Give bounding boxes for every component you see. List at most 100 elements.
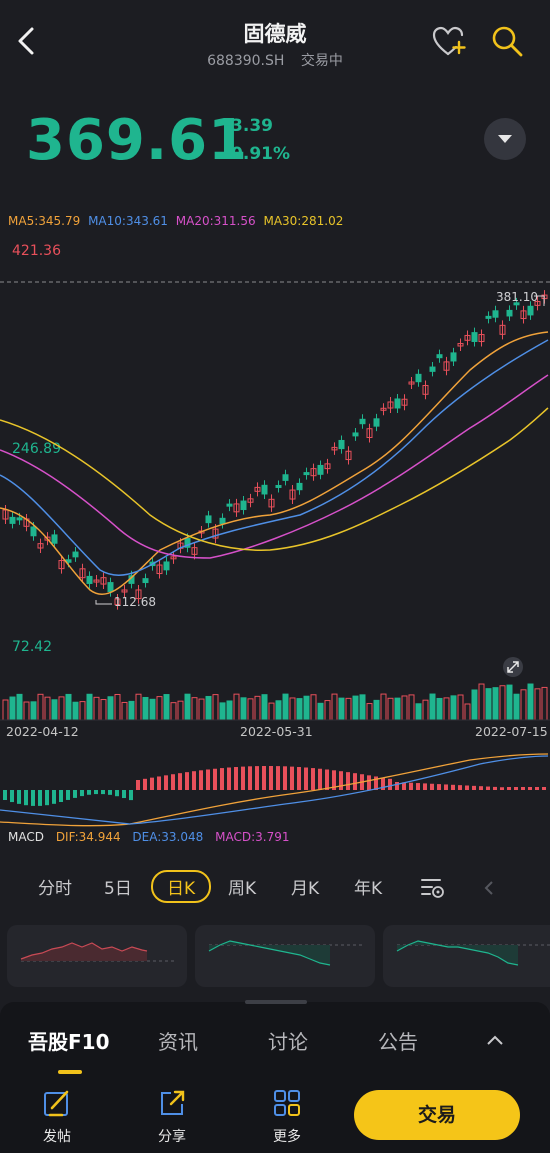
volume-bar	[170, 702, 177, 721]
macd-bar	[304, 767, 308, 790]
macd-bar	[171, 774, 175, 790]
volume-bar	[261, 694, 268, 721]
index-card-2[interactable]	[195, 925, 375, 987]
macd-bar	[444, 784, 448, 790]
expand-quote-button[interactable]	[484, 118, 526, 160]
candle	[408, 381, 415, 385]
tab-news[interactable]: 资讯	[158, 1030, 198, 1054]
ma5-line	[0, 331, 549, 596]
more-button[interactable]: 更多	[257, 1088, 317, 1146]
tab-intraday[interactable]: 分时	[38, 879, 72, 899]
volume-bar	[114, 693, 121, 721]
share-button[interactable]: 分享	[142, 1088, 202, 1146]
index-card-3[interactable]	[383, 925, 550, 987]
scroll-arrow-icon[interactable]	[482, 878, 506, 898]
ma30-value: MA30:281.02	[263, 214, 344, 228]
tab-weekly-k[interactable]: 周K	[228, 879, 257, 899]
more-label: 更多	[273, 1129, 301, 1145]
tab-discussion[interactable]: 讨论	[268, 1030, 308, 1054]
macd-bar	[10, 790, 14, 803]
macd-bar	[430, 783, 434, 790]
volume-bar	[338, 697, 345, 721]
candle	[499, 324, 506, 335]
macd-bar	[437, 784, 441, 790]
macd-bar	[332, 770, 336, 790]
macd-bar	[535, 787, 539, 790]
tab-5day[interactable]: 5日	[104, 879, 132, 899]
volume-bar	[373, 699, 380, 721]
macd-bar	[353, 773, 357, 790]
volume-bar	[177, 700, 184, 721]
macd-bar	[521, 787, 525, 790]
post-button[interactable]: 发帖	[27, 1088, 87, 1146]
macd-bar	[115, 790, 119, 797]
candle	[415, 373, 422, 383]
candle	[268, 498, 275, 508]
candle	[233, 503, 240, 513]
candle	[310, 468, 317, 477]
volume-bar	[296, 698, 303, 721]
volume-bar	[37, 693, 44, 721]
volume-bar	[289, 697, 296, 721]
candlesticks	[2, 290, 548, 610]
volume-bar	[128, 700, 135, 721]
ma10-value: MA10:343.61	[88, 214, 168, 228]
volume-bar	[527, 683, 534, 721]
macd-bar	[164, 775, 168, 790]
trade-button[interactable]: 交易	[354, 1090, 520, 1140]
macd-bar	[199, 770, 203, 790]
candle	[142, 578, 149, 584]
candle	[373, 418, 380, 427]
volume-bar	[387, 697, 394, 721]
date-label-start: 2022-04-12	[6, 724, 79, 739]
dea-value: DEA:33.048	[132, 830, 204, 844]
volume-bar	[275, 700, 282, 721]
candle	[492, 310, 499, 318]
macd-bar	[514, 787, 518, 790]
tab-yearly-k[interactable]: 年K	[354, 879, 383, 899]
volume-bar	[58, 696, 65, 721]
tab-f10[interactable]: 吾股F10	[28, 1030, 110, 1054]
current-price: 369.61	[26, 108, 249, 173]
candle	[86, 575, 93, 584]
volume-bar	[380, 693, 387, 721]
macd-bar	[241, 766, 245, 790]
period-tabs: 分时 5日 日K 周K 月K 年K	[0, 868, 550, 908]
index-card-1[interactable]	[7, 925, 187, 987]
price-axis-mid: 246.89	[12, 441, 61, 457]
macd-bar	[192, 771, 196, 790]
macd-bar	[38, 790, 42, 806]
edit-post-icon	[44, 1090, 69, 1117]
candle	[513, 302, 520, 306]
macd-bar	[402, 782, 406, 790]
search-icon[interactable]	[490, 24, 524, 58]
macd-chart	[0, 753, 549, 827]
macd-bar	[465, 785, 469, 790]
volume-bar	[317, 702, 324, 721]
candle	[429, 366, 436, 372]
price-change: -3.39	[224, 116, 273, 136]
fullscreen-icon[interactable]	[502, 656, 524, 678]
tab-daily-k[interactable]: 日K	[151, 870, 212, 903]
high-price-mark: 381.10	[496, 290, 538, 304]
candle	[121, 589, 128, 593]
dea-line	[0, 755, 549, 825]
macd-bar	[157, 776, 161, 790]
favorite-add-icon[interactable]	[432, 26, 468, 58]
back-arrow-icon[interactable]	[14, 26, 38, 56]
volume-bar	[107, 696, 114, 721]
chart-settings-icon[interactable]	[420, 876, 446, 900]
macd-bar	[297, 767, 301, 790]
sheet-drag-handle[interactable]	[245, 1000, 307, 1004]
post-label: 发帖	[43, 1129, 71, 1145]
tab-monthly-k[interactable]: 月K	[291, 879, 320, 899]
macd-bar	[472, 785, 476, 790]
volume-bar	[478, 683, 485, 721]
tab-announcement[interactable]: 公告	[378, 1030, 418, 1054]
candle	[478, 334, 485, 343]
kline-chart[interactable]: 381.10 112.68	[0, 260, 550, 730]
candle	[156, 564, 163, 575]
candle	[485, 315, 492, 319]
collapse-chevron-up-icon[interactable]	[484, 1030, 506, 1050]
low-mark-pointer	[95, 600, 112, 605]
